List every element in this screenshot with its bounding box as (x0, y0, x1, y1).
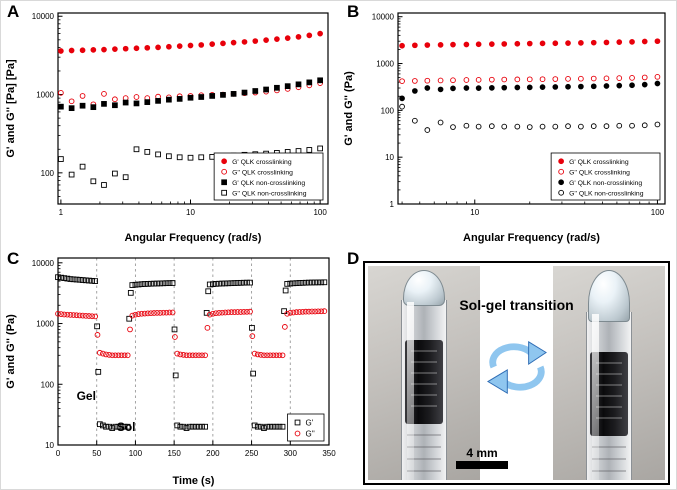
sol-state-photo (368, 266, 480, 480)
series-3 (399, 103, 661, 133)
cycle-arrow-bottom-head (486, 369, 508, 395)
legend-label: G' QLK non-crosslinking (232, 180, 305, 187)
sol-gel-caption: Sol-gel transition (459, 297, 574, 313)
x-tick-label: 100 (313, 208, 327, 217)
cycle-arrows-icon (486, 340, 547, 395)
x-ticks: 1 10 100 (59, 199, 327, 217)
vial-highlight (407, 302, 414, 480)
legend-label: G'' QLK non-crosslinking (569, 191, 644, 198)
panel-c-label: C (7, 249, 20, 268)
x-tick-label: 250 (245, 449, 259, 458)
x-tick-label: 1 (59, 208, 64, 217)
annotation-sol: Sol (117, 420, 136, 434)
chart-B: 10 100 1 10 100 1000 10000 Angular Frequency (r… (343, 12, 666, 244)
gel-plug (588, 270, 630, 322)
x-tick-label: 350 (322, 449, 336, 458)
x-tick-label: 50 (92, 449, 101, 458)
x-tick-label: 100 (129, 449, 143, 458)
legend: G' G'' (287, 413, 325, 442)
annotation-gel: Gel (77, 389, 96, 403)
cycle-arrow-bottom (500, 365, 545, 391)
x-axis-label: Angular Frequency (rad/s) (463, 232, 600, 244)
y-tick-label: 100 (381, 106, 395, 115)
series-2 (399, 80, 661, 102)
chart-b-frequency-sweep: 10 100 1 10 100 1000 10000 Angular Frequency (r… (343, 12, 666, 244)
x-ticks: 0 50 100 150 200 250 300 350 (56, 440, 336, 458)
panel-b-label: B (347, 2, 360, 21)
panel-a-label: A (7, 2, 20, 21)
y-tick-label: 100 (41, 380, 55, 389)
y-tick-label: 10 (45, 441, 54, 450)
chart-c-time-sweep: 0 50 100 150 200 250 300 350 10 100 1000 10000 Time … (5, 257, 336, 487)
y-ticks: 1 10 100 1000 10000 (372, 13, 403, 209)
chart-C: 0 50 100 150 200 250 300 350 10 100 1000 10000 Time … (5, 257, 336, 487)
x-tick-label: 100 (651, 208, 665, 217)
series-1 (399, 73, 661, 85)
y-tick-label: 1000 (36, 320, 54, 329)
legend: G' QLK crosslinking G'' QLK crosslinking G… (213, 152, 324, 201)
y-axis-label: G' and G'' (Pa) (5, 314, 17, 389)
y-tick-label: 10000 (372, 13, 395, 22)
legend-label: G'' QLK crosslinking (569, 170, 630, 177)
vial-sol (401, 270, 447, 480)
x-ticks: 10 100 (401, 199, 665, 217)
series-0 (55, 274, 328, 431)
cycle-arrow-top-head (527, 340, 547, 365)
x-axis-label: Angular Frequency (rad/s) (125, 232, 262, 244)
x-tick-label: 0 (56, 449, 61, 458)
y-tick-label: 1000 (376, 60, 394, 69)
x-axis-label: Time (s) (173, 475, 215, 487)
legend-label: G' QLK non-crosslinking (569, 180, 642, 187)
series-1 (55, 308, 328, 359)
y-tick-label: 100 (41, 169, 55, 178)
legend-label: G'' QLK crosslinking (232, 170, 293, 177)
plot-frame (57, 257, 330, 446)
chart-A: 1 10 100 100 1000 10000 Angular Frequency (rad… (5, 12, 329, 244)
panel-a: A 1 10 100 100 1000 10000 Angular Frequency (r… (1, 1, 339, 248)
chart-a-frequency-sweep: 1 10 100 100 1000 10000 Angular Frequency (rad… (5, 12, 329, 244)
plot-frame (57, 12, 329, 205)
series-0 (399, 38, 661, 49)
legend-label: G' (306, 418, 314, 427)
legend-label: G' QLK crosslinking (232, 159, 292, 166)
x-tick-label: 10 (470, 208, 479, 217)
gel-state-photo (553, 266, 665, 480)
y-axis-label: G' and G'' (Pa) (343, 71, 355, 146)
plot-frame (397, 12, 666, 205)
x-tick-label: 200 (206, 449, 220, 458)
series-1 (58, 80, 323, 108)
x-tick-label: 150 (167, 449, 181, 458)
series-0 (58, 30, 323, 54)
y-tick-label: 1000 (36, 91, 54, 100)
panel-d: D Sol-gel tr (339, 248, 676, 489)
x-tick-label: 10 (186, 208, 195, 217)
sol-gel-photo-box: Sol-gel transition 4 mm (363, 261, 670, 485)
y-axis-label: G' and G'' [Pa] [Pa] (5, 59, 17, 158)
vial-gel (586, 270, 632, 480)
scale-bar-line (456, 461, 508, 469)
legend: G' QLK crosslinking G'' QLK crosslinking G… (550, 152, 661, 201)
y-tick-label: 1 (390, 200, 395, 209)
y-tick-label: 10 (385, 153, 394, 162)
y-tick-label: 10000 (32, 259, 55, 268)
scale-bar-label: 4 mm (466, 446, 498, 460)
scale-bar: 4 mm (451, 446, 513, 469)
x-tick-label: 300 (284, 449, 298, 458)
legend-label: G'' QLK non-crosslinking (232, 191, 307, 198)
panel-d-label: D (347, 249, 360, 268)
vial-highlight (592, 314, 599, 480)
cycle-arrow-top (488, 343, 533, 369)
legend-label: G'' (306, 429, 316, 438)
series-2 (58, 77, 323, 112)
panel-b: B 10 100 1 10 100 1000 10000 Angular Frequency … (339, 1, 676, 248)
panel-c: C 0 50 100 150 200 250 300 350 10 100 1000 10000 Tim… (1, 248, 339, 489)
y-tick-label: 10000 (32, 12, 55, 21)
legend-label: G' QLK crosslinking (569, 159, 629, 166)
